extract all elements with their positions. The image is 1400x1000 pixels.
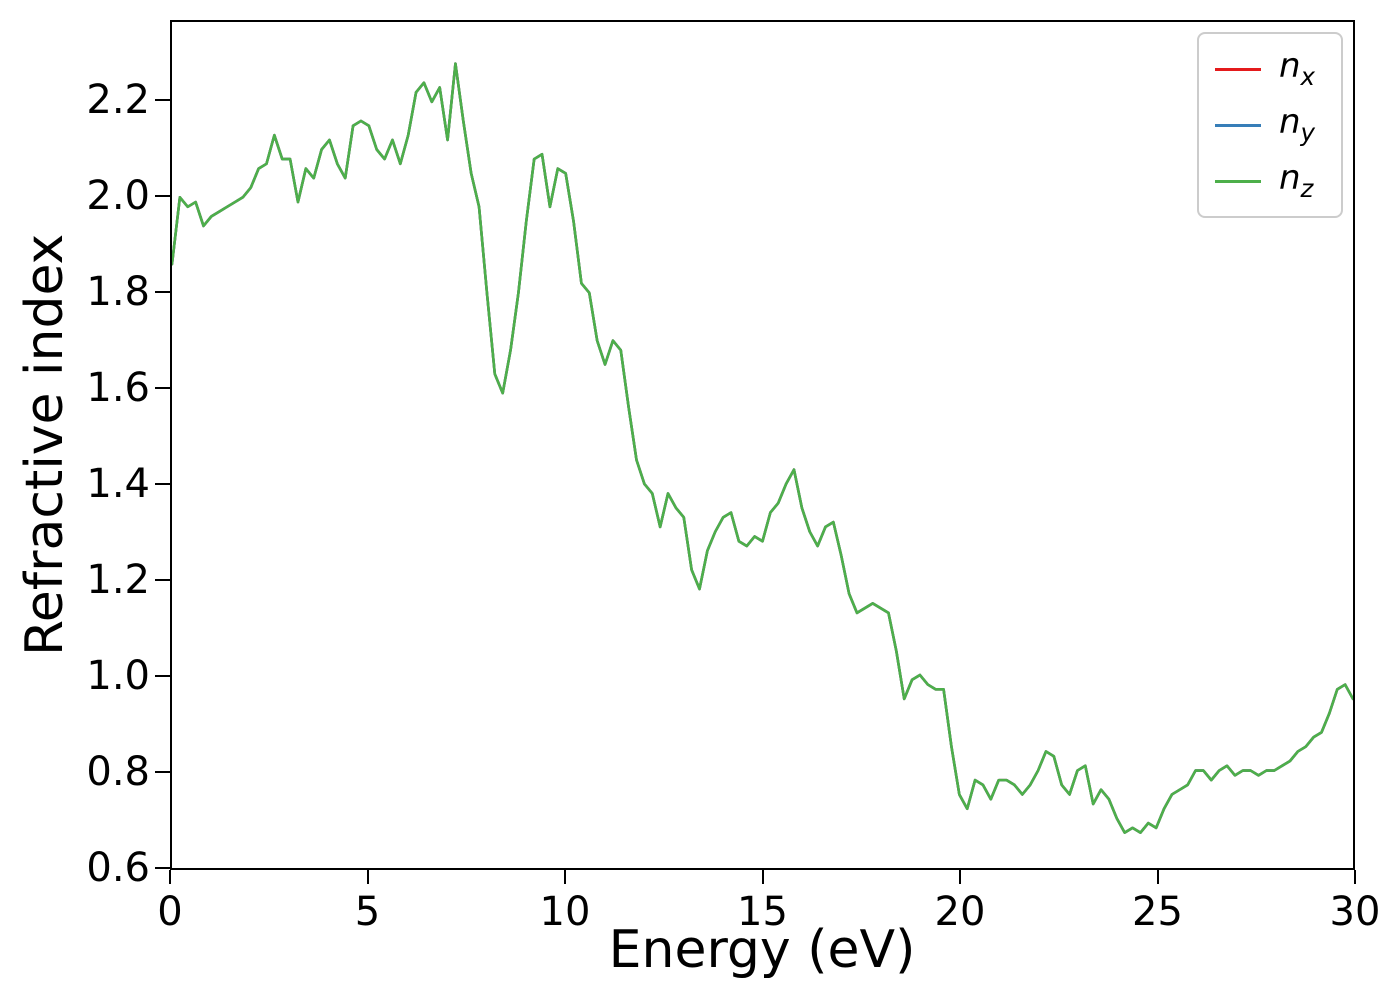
x-tick-mark: [1156, 870, 1159, 884]
series-line-y: [172, 62, 1353, 834]
y-tick-mark: [155, 675, 170, 678]
x-tick-mark: [564, 870, 566, 884]
legend-item-nz: nz: [1214, 154, 1315, 208]
y-tick-mark: [155, 195, 170, 198]
x-tick-mark: [169, 870, 171, 884]
legend-label-nx: nx: [1279, 49, 1315, 89]
legend-label-nx-sub: x: [1300, 61, 1315, 91]
y-tick-mark: [155, 291, 170, 294]
plot-area: nx ny nz: [170, 20, 1355, 870]
y-tick-label: 0.8: [86, 749, 150, 796]
y-tick-label: 0.6: [86, 845, 150, 892]
x-tick-label: 10: [539, 889, 591, 935]
x-tick-label: 25: [1132, 889, 1183, 935]
x-tick-label: 30: [1329, 889, 1381, 935]
legend-item-nx: nx: [1214, 42, 1315, 96]
series-line-z: [172, 62, 1353, 834]
y-tick-mark: [155, 483, 170, 486]
y-tick-label: 1.4: [86, 461, 150, 508]
y-tick-label: 1.2: [86, 557, 150, 604]
y-tick-mark: [155, 771, 170, 774]
x-tick-mark: [1354, 870, 1356, 884]
x-tick-label: 20: [934, 889, 986, 935]
y-tick-label: 2.0: [86, 173, 150, 220]
series-line-x: [172, 62, 1353, 834]
y-tick-mark: [155, 867, 170, 870]
legend-label-ny-base: n: [1278, 101, 1301, 142]
legend-label-ny-sub: y: [1300, 117, 1315, 147]
legend-label-nx-base: n: [1278, 45, 1301, 86]
y-tick-label: 1.8: [86, 269, 150, 316]
x-tick-mark: [761, 870, 764, 884]
y-tick-label: 2.2: [86, 77, 150, 124]
x-tick-mark: [959, 870, 961, 884]
legend-line-ny: [1214, 123, 1261, 127]
y-axis-label: Refractive index: [15, 233, 75, 657]
legend: nx ny nz: [1196, 32, 1343, 218]
chart-canvas: [172, 62, 1353, 834]
legend-label-ny: ny: [1279, 105, 1315, 145]
legend-label-nz-sub: z: [1300, 173, 1314, 203]
y-tick-mark: [155, 387, 170, 390]
x-tick-label: 0: [157, 889, 183, 935]
x-tick-mark: [366, 870, 369, 884]
legend-item-ny: ny: [1214, 98, 1315, 152]
y-tick-mark: [155, 579, 170, 582]
legend-label-nz-base: n: [1278, 157, 1301, 198]
x-tick-label: 5: [354, 889, 381, 935]
y-tick-mark: [155, 99, 170, 102]
legend-line-nz: [1214, 179, 1261, 183]
x-axis-label: Energy (eV): [608, 920, 916, 980]
x-tick-label: 15: [737, 889, 788, 935]
legend-line-nx: [1214, 67, 1261, 71]
y-tick-label: 1.6: [86, 365, 150, 412]
y-tick-label: 1.0: [86, 653, 150, 700]
legend-label-nz: nz: [1279, 161, 1313, 201]
